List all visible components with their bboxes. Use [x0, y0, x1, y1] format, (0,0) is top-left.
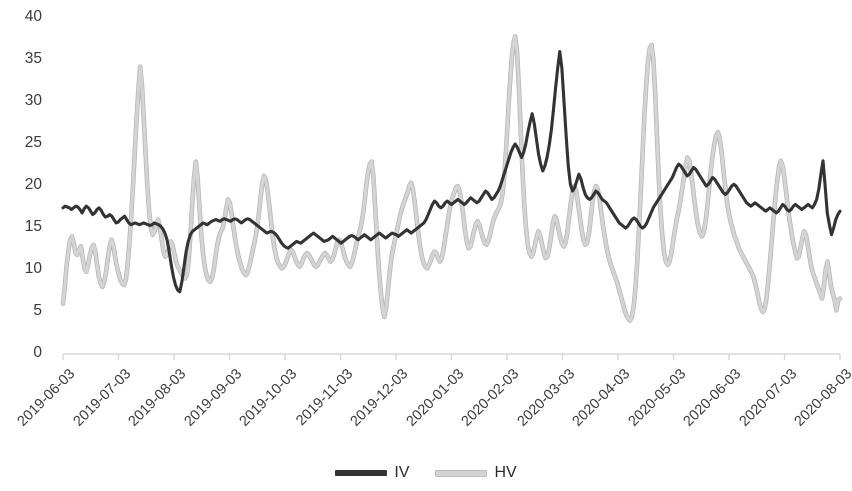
- series-hv: [60, 34, 843, 323]
- chart-legend: IV HV: [0, 455, 852, 491]
- legend-label-iv: IV: [394, 464, 410, 481]
- legend-swatch-iv-icon: [335, 470, 388, 476]
- axis-lines: [62, 353, 841, 360]
- y-tick-label: 15: [24, 218, 42, 235]
- y-tick-label: 30: [24, 92, 42, 109]
- legend-item-iv[interactable]: IV: [335, 465, 409, 481]
- legend-label-hv: HV: [494, 464, 517, 481]
- y-tick-label: 20: [24, 176, 42, 193]
- y-tick-label: 0: [33, 344, 42, 361]
- y-tick-label: 25: [24, 134, 42, 151]
- y-tick-label: 35: [24, 50, 42, 67]
- y-tick-label: 5: [33, 302, 42, 319]
- legend-item-hv[interactable]: HV: [435, 464, 517, 481]
- series-iv: [61, 50, 842, 294]
- y-tick-label: 10: [24, 260, 42, 277]
- y-tick-label: 40: [24, 8, 42, 25]
- legend-swatch-hv-icon: [435, 469, 488, 477]
